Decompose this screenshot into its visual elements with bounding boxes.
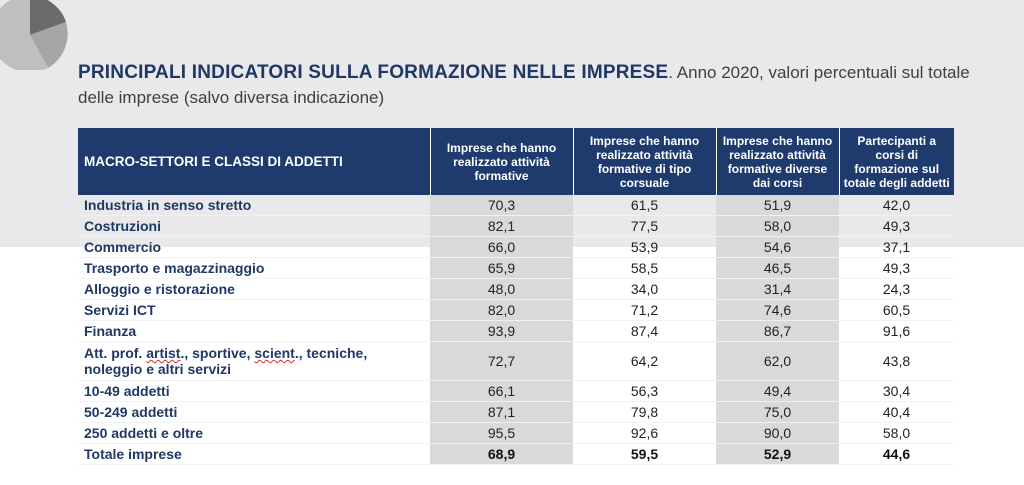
cell-value: 87,4 [573,320,716,342]
row-label-part: artist [146,345,181,361]
row-label: Trasporto e magazzinaggio [78,257,430,279]
cell-value: 43,8 [839,341,954,381]
row-label: Commercio [78,236,430,258]
row-label: Industria in senso stretto [78,195,430,216]
table-row: Finanza 93,9 87,4 86,7 91,6 [78,320,954,342]
cell-value: 49,3 [839,257,954,279]
cell-value: 95,5 [430,422,573,444]
cell-value: 49,3 [839,215,954,237]
row-label: 50-249 addetti [78,401,430,423]
cell-value: 64,2 [573,341,716,381]
cell-value: 82,1 [430,215,573,237]
row-label-part: scient [254,345,295,361]
cell-value: 92,6 [573,422,716,444]
row-label: Finanza [78,320,430,342]
row-label: Servizi ICT [78,299,430,321]
row-label: Costruzioni [78,215,430,237]
cell-value: 87,1 [430,401,573,423]
table-header-row: MACRO-SETTORI E CLASSI DI ADDETTI Impres… [78,128,954,195]
cell-value: 30,4 [839,380,954,402]
table-row: Industria in senso stretto 70,3 61,5 51,… [78,195,954,216]
cell-value: 31,4 [716,278,839,300]
table-row: Alloggio e ristorazione 48,0 34,0 31,4 2… [78,278,954,300]
title-main: PRINCIPALI INDICATORI SULLA FORMAZIONE N… [78,62,669,83]
table-row: Costruzioni 82,1 77,5 58,0 49,3 [78,215,954,237]
cell-value: 79,8 [573,401,716,423]
page-title: PRINCIPALI INDICATORI SULLA FORMAZIONE N… [78,60,1008,110]
cell-value: 86,7 [716,320,839,342]
cell-value: 91,6 [839,320,954,342]
row-label-part: ., sportive, [180,345,255,361]
table-row: Servizi ICT 82,0 71,2 74,6 60,5 [78,299,954,321]
row-label: Totale imprese [78,443,430,465]
cell-value: 42,0 [839,195,954,216]
cell-value: 48,0 [430,278,573,300]
title-subtitle: . Anno 2020, valori percentuali sul tota… [78,63,970,107]
pie-chart-icon [0,0,68,70]
row-label: Alloggio e ristorazione [78,278,430,300]
table-row: Trasporto e magazzinaggio 65,9 58,5 46,5… [78,257,954,279]
cell-value: 46,5 [716,257,839,279]
row-label: 250 addetti e oltre [78,422,430,444]
cell-value: 59,5 [573,443,716,465]
table-row: Att. prof. artist., sportive, scient., t… [78,341,954,381]
table-row: 10-49 addetti 66,1 56,3 49,4 30,4 [78,380,954,402]
cell-value: 24,3 [839,278,954,300]
table-row: 250 addetti e oltre 95,5 92,6 90,0 58,0 [78,422,954,444]
cell-value: 54,6 [716,236,839,258]
cell-value: 53,9 [573,236,716,258]
column-header-other-training: Imprese che hanno realizzato attività fo… [716,128,840,195]
cell-value: 70,3 [430,195,573,216]
table-row-total: Totale imprese 68,9 59,5 52,9 44,6 [78,443,954,465]
cell-value: 40,4 [839,401,954,423]
cell-value: 77,5 [573,215,716,237]
cell-value: 58,0 [839,422,954,444]
cell-value: 71,2 [573,299,716,321]
cell-value: 34,0 [573,278,716,300]
cell-value: 37,1 [839,236,954,258]
cell-value: 65,9 [430,257,573,279]
column-header-sector: MACRO-SETTORI E CLASSI DI ADDETTI [78,128,431,195]
cell-value: 58,0 [716,215,839,237]
cell-value: 58,5 [573,257,716,279]
cell-value: 60,5 [839,299,954,321]
row-label: 10-49 addetti [78,380,430,402]
cell-value: 49,4 [716,380,839,402]
row-label-part: Att. prof. [84,345,147,361]
cell-value: 44,6 [839,443,954,465]
column-header-training: Imprese che hanno realizzato attività fo… [430,128,574,195]
column-header-course-training: Imprese che hanno realizzato attività fo… [573,128,717,195]
cell-value: 75,0 [716,401,839,423]
indicators-table: MACRO-SETTORI E CLASSI DI ADDETTI Impres… [78,128,954,465]
cell-value: 66,0 [430,236,573,258]
row-label-part: ., tecniche, noleggio e altri servizi [84,345,368,377]
cell-value: 74,6 [716,299,839,321]
cell-value: 90,0 [716,422,839,444]
column-header-participants: Partecipanti a corsi di formazione sul t… [839,128,954,195]
cell-value: 56,3 [573,380,716,402]
cell-value: 72,7 [430,341,573,381]
cell-value: 66,1 [430,380,573,402]
cell-value: 52,9 [716,443,839,465]
row-label: Att. prof. artist., sportive, scient., t… [78,341,430,381]
cell-value: 51,9 [716,195,839,216]
table-row: Commercio 66,0 53,9 54,6 37,1 [78,236,954,258]
cell-value: 61,5 [573,195,716,216]
table-row: 50-249 addetti 87,1 79,8 75,0 40,4 [78,401,954,423]
cell-value: 93,9 [430,320,573,342]
cell-value: 62,0 [716,341,839,381]
cell-value: 68,9 [430,443,573,465]
cell-value: 82,0 [430,299,573,321]
